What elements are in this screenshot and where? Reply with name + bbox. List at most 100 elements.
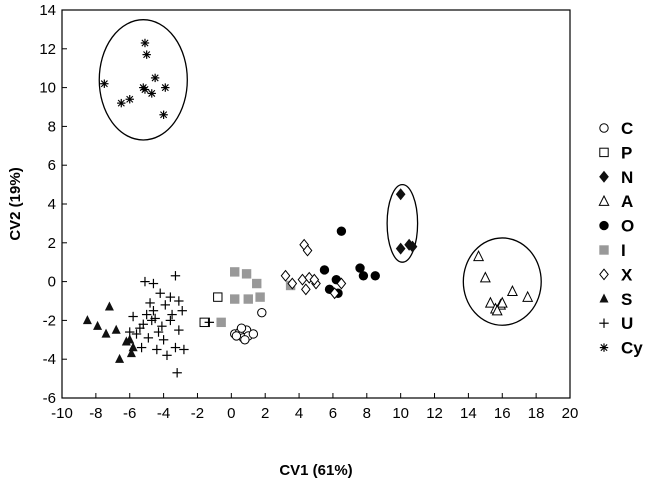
point-o	[319, 265, 330, 275]
point-cy	[117, 98, 126, 108]
y-tick-label: 8	[48, 118, 56, 135]
legend-marker-cy	[599, 343, 609, 352]
point-u	[165, 315, 176, 326]
plot-frame	[61, 9, 571, 399]
series-o	[319, 226, 380, 298]
point-cy	[159, 110, 168, 119]
point-u	[174, 325, 184, 335]
x-tick-label: 16	[494, 405, 511, 422]
point-u	[160, 300, 170, 310]
point-cy	[147, 89, 156, 98]
y-tick-label: -2	[43, 312, 56, 329]
point-a	[491, 304, 503, 316]
x-axis-title: CV1 (61%)	[279, 462, 352, 479]
legend-label-n: N	[621, 168, 633, 187]
point-cy	[140, 38, 150, 48]
point-s	[101, 328, 111, 338]
point-u	[136, 342, 147, 353]
point-u	[155, 288, 165, 298]
point-c	[240, 335, 250, 345]
point-u	[157, 321, 167, 331]
point-s	[104, 301, 114, 311]
x-tick-label: 20	[562, 405, 579, 422]
point-u	[138, 319, 148, 329]
legend-label-c: C	[621, 119, 633, 138]
point-u	[140, 276, 150, 287]
x-tick-label: 18	[528, 405, 545, 422]
y-axis-title: CV2 (19%)	[7, 167, 24, 240]
legend-marker-o	[599, 220, 609, 231]
point-x	[287, 277, 298, 290]
point-n	[395, 242, 406, 255]
point-cy	[140, 85, 150, 94]
point-i	[230, 267, 240, 277]
point-u	[141, 309, 152, 320]
point-o	[370, 271, 380, 281]
x-tick-label: -6	[123, 405, 136, 422]
y-tick-label: -6	[43, 390, 56, 407]
point-u	[172, 368, 182, 378]
x-tick-label: -10	[51, 405, 73, 422]
legend-marker-x	[599, 268, 609, 281]
x-tick-label: 10	[392, 405, 409, 422]
series-u	[125, 271, 215, 378]
point-x	[336, 277, 347, 290]
point-x	[300, 283, 311, 296]
point-s	[111, 324, 121, 334]
point-n	[395, 188, 406, 201]
legend-label-o: O	[621, 217, 634, 236]
legend-marker-i	[599, 245, 609, 255]
point-s	[115, 353, 125, 363]
point-u	[152, 344, 162, 355]
point-u	[128, 311, 138, 322]
point-x	[329, 287, 340, 300]
point-u	[177, 306, 187, 316]
legend-label-u: U	[621, 314, 633, 333]
axis-ticks: -10 -8 -6 -4 -2 0 2 4 6 8 10 12 14 16 18 20 -6 -4 -2 0 2 4 6 8 1…	[39, 2, 578, 422]
point-p	[213, 292, 223, 302]
x-tick-label: 4	[295, 405, 303, 422]
series-p	[199, 292, 223, 328]
legend-marker-s	[599, 293, 609, 303]
x-tick-label: 12	[426, 405, 443, 422]
series-x	[280, 238, 347, 300]
y-tick-label: 4	[48, 196, 56, 213]
point-x	[280, 269, 291, 282]
point-u	[148, 278, 159, 289]
point-i	[243, 294, 253, 304]
point-i	[230, 294, 240, 304]
point-u	[170, 342, 181, 353]
point-i	[255, 292, 265, 302]
point-u	[204, 317, 215, 328]
y-tick-label: 10	[39, 80, 56, 97]
point-a	[484, 296, 496, 308]
point-u	[147, 315, 157, 326]
point-i	[241, 269, 252, 279]
series-c	[230, 307, 267, 345]
y-tick-label: 6	[48, 157, 56, 174]
x-tick-label: -2	[191, 405, 204, 422]
data-points	[82, 38, 534, 378]
point-u	[153, 327, 164, 337]
cluster-ellipses	[98, 19, 542, 326]
point-a	[506, 284, 518, 296]
x-tick-label: -4	[157, 405, 170, 422]
point-u	[131, 329, 142, 339]
point-u	[167, 309, 177, 320]
y-tick-label: -4	[43, 351, 56, 368]
legend-marker-u	[599, 318, 609, 328]
point-u	[162, 350, 172, 361]
point-x	[302, 244, 313, 257]
series-n	[395, 188, 418, 255]
point-u	[170, 271, 181, 281]
point-c	[231, 331, 242, 341]
x-tick-label: 8	[363, 405, 371, 422]
legend-marker-p	[599, 147, 609, 158]
y-tick-label: 2	[48, 235, 56, 252]
point-s	[93, 320, 103, 330]
series-a	[473, 250, 534, 316]
point-a	[479, 271, 491, 283]
y-tick-label: 14	[39, 2, 56, 19]
point-s	[82, 315, 92, 325]
